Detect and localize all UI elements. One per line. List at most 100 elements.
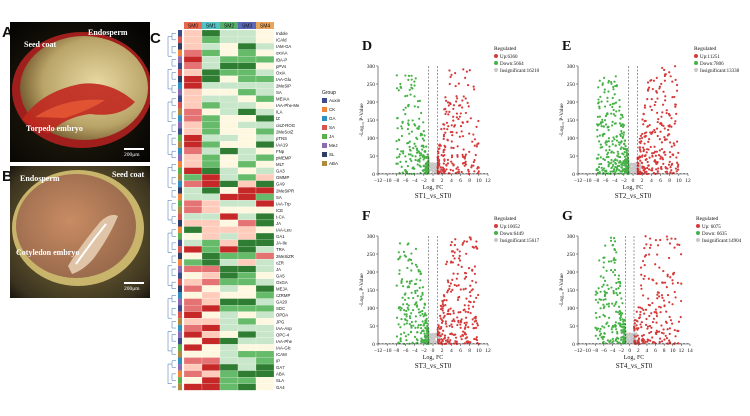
point-up	[438, 314, 442, 317]
point-down	[417, 150, 421, 153]
x-tick-label: 14	[687, 348, 693, 354]
point-down	[410, 269, 413, 272]
heatmap-cell	[183, 42, 203, 50]
point-up	[658, 87, 661, 90]
point-down	[611, 324, 615, 327]
point-up	[462, 288, 465, 291]
point-down	[606, 100, 609, 103]
point-down	[626, 167, 629, 170]
point-down	[396, 117, 399, 120]
point-up	[471, 269, 474, 272]
point-up	[639, 266, 643, 269]
point-up	[664, 153, 667, 156]
point-up	[467, 170, 470, 173]
point-down	[398, 272, 401, 275]
row-group-cell	[178, 88, 182, 96]
heatmap-cell	[183, 75, 203, 83]
point-up	[445, 110, 448, 113]
heatmap-cell	[255, 147, 275, 155]
point-down	[603, 88, 606, 91]
point-down	[404, 155, 407, 158]
row-group-cell	[178, 187, 182, 194]
point-up	[451, 319, 454, 323]
point-insignificant	[635, 332, 638, 335]
point-down	[604, 115, 608, 118]
point-up	[458, 115, 461, 118]
heatmap-cell	[255, 383, 275, 391]
legend-label: GA	[329, 116, 336, 121]
row-group-cell	[178, 49, 182, 57]
heatmap-cell	[183, 29, 203, 37]
point-up	[660, 147, 664, 151]
point-insignificant	[429, 333, 432, 336]
point-up	[446, 279, 449, 282]
point-down	[618, 322, 621, 325]
heatmap-row-label: IAA-Glc	[276, 345, 292, 350]
heatmap-cell	[255, 291, 275, 299]
point-down	[604, 172, 607, 175]
point-up	[473, 138, 477, 141]
point-up	[476, 342, 479, 345]
point-up	[443, 336, 447, 339]
point-up	[654, 331, 657, 334]
point-down	[414, 301, 418, 305]
point-down	[406, 122, 410, 125]
heatmap-cell	[237, 370, 257, 378]
point-up	[664, 170, 667, 173]
point-up	[444, 131, 447, 134]
legend-swatch	[322, 107, 327, 113]
point-down	[620, 336, 623, 339]
point-down	[597, 287, 600, 290]
point-up	[639, 159, 642, 162]
point-up	[634, 342, 637, 346]
point-down	[614, 321, 617, 324]
heatmap-cell	[237, 141, 257, 149]
heatmap-cell	[219, 75, 239, 83]
point-up	[469, 117, 472, 120]
heatmap-row-label: ICE	[276, 208, 283, 213]
point-insignificant	[434, 170, 437, 173]
point-down	[620, 132, 623, 135]
point-up	[656, 120, 659, 124]
point-up	[645, 317, 648, 321]
point-up	[473, 337, 476, 341]
point-up	[659, 311, 662, 314]
point-up	[647, 164, 650, 167]
point-insignificant	[630, 336, 633, 339]
point-up	[451, 250, 454, 253]
y-tick-label: 100	[367, 136, 376, 142]
point-down	[624, 145, 627, 148]
point-down	[399, 333, 403, 336]
point-up	[475, 296, 478, 300]
heatmap-cell	[183, 187, 203, 194]
point-up	[445, 263, 448, 266]
point-down	[619, 147, 622, 151]
point-up	[654, 239, 658, 242]
point-up	[443, 334, 447, 337]
point-down	[407, 119, 410, 122]
point-up	[465, 297, 468, 300]
point-up	[645, 158, 648, 161]
point-down	[604, 342, 607, 345]
point-down	[619, 313, 623, 317]
point-up	[655, 312, 658, 315]
point-down	[419, 157, 422, 160]
point-up	[662, 328, 665, 331]
heatmap-row-label: pMEMP	[276, 156, 291, 161]
heatmap-cell	[201, 226, 221, 234]
point-down	[601, 168, 604, 172]
point-up	[447, 125, 450, 128]
point-up	[667, 133, 670, 136]
point-up	[662, 299, 666, 302]
point-down	[610, 150, 613, 153]
heatmap-cell	[255, 350, 275, 358]
point-down	[398, 269, 401, 272]
row-group-cell	[178, 167, 182, 175]
point-down	[411, 309, 415, 312]
point-down	[622, 169, 625, 172]
point-up	[638, 172, 641, 175]
point-up	[467, 172, 470, 175]
point-up	[640, 326, 643, 329]
point-up	[444, 112, 447, 116]
heatmap-cell	[201, 291, 221, 299]
